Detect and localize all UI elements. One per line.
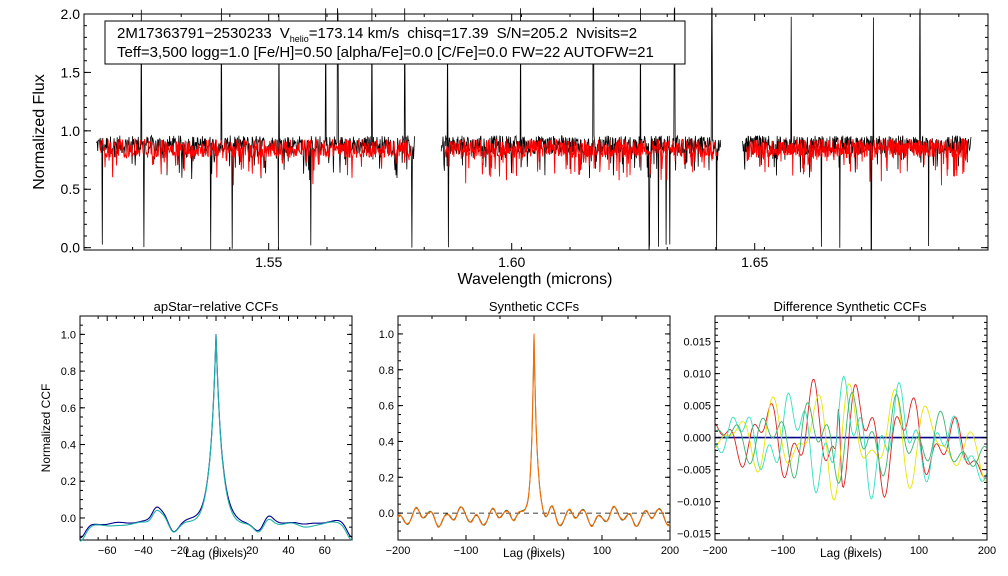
xtick-label: 1.55: [255, 254, 282, 270]
xtick-label: 40: [282, 545, 294, 557]
ccf-difference-diff-cyan: [714, 375, 987, 500]
ccf-apstar-lines: [79, 334, 353, 542]
ytick-label: 0.000: [683, 433, 711, 445]
xtick-label: −20: [170, 545, 189, 557]
ccf-synthetic-ticks: −200 −100 0 100 200 0.0 0.2 0.4 0.6 0.8 1.0: [379, 316, 679, 557]
xtick-label: −200: [703, 545, 728, 557]
annotation-box: [104, 20, 686, 65]
ccf-difference-panel: Difference Synthetic CCFs −200 −100 0 100 20…: [677, 299, 996, 560]
xtick-label: 1.60: [498, 254, 525, 270]
xtick-label: −100: [454, 545, 479, 557]
ccf-apstar-panel: apStar−relative CCFs −60 −40 −20 0 20 40 60 0.0…: [39, 299, 353, 560]
ccf-apstar-ticks: −60 −40 −20 0 20 40 60 0.0 0.2 0.4 0.6 0.8 1.0: [61, 316, 353, 557]
xtick-label: 200: [978, 545, 996, 557]
ytick-label: 0.6: [61, 403, 76, 415]
ytick-label: 0.0: [379, 508, 394, 520]
spectrum-frame: [83, 13, 989, 251]
vhelio-subscript: helio: [290, 34, 309, 44]
xtick-label: −40: [134, 545, 153, 557]
ytick-label: 0.4: [379, 436, 394, 448]
ytick-label: 0.005: [683, 401, 711, 413]
chisq-label: chisq=17.39: [407, 25, 488, 42]
spectrum-ticks: 1.55 1.60 1.65 0.0 0.5 1.0 1.5 2.0: [61, 6, 988, 270]
ytick-label: 0.8: [379, 365, 394, 377]
xtick-label: 20: [246, 545, 258, 557]
xtick-label: 200: [661, 545, 679, 557]
ytick-label: 0.8: [61, 366, 76, 378]
ccf-synthetic-ccf-2: [397, 333, 671, 528]
ytick-label: 1.0: [61, 329, 76, 341]
ccf-synthetic-title: Synthetic CCFs: [489, 299, 580, 314]
ccf-apstar-ylabel: Normalized CCF: [39, 384, 53, 473]
ccf-apstar-xlabel: Lag (pixels): [185, 546, 247, 560]
spectrum-ylabel: Normalized Flux: [31, 74, 48, 190]
vhelio-value: =173.14 km/s: [309, 25, 399, 42]
star-id: 2M17363791−2530233: [117, 25, 272, 42]
ytick-label: 1.5: [61, 64, 81, 80]
ytick-label: 1.0: [379, 329, 394, 341]
spectrum-panel: 1.55 1.60 1.65 0.0 0.5 1.0 1.5 2.0 2M17363791−2…: [31, 6, 989, 288]
ccf-apstar-ccf-2: [80, 334, 353, 542]
xtick-label: 60: [319, 545, 331, 557]
ytick-label: 0.0: [61, 513, 76, 525]
annotation-line1: 2M17363791−2530233 Vhelio=173.14 km/s chis…: [117, 25, 637, 44]
ccf-difference-lines: [714, 375, 987, 501]
ccf-difference-diff-red: [714, 378, 987, 498]
ccf-apstar-ccf-1: [79, 334, 353, 539]
ccf-synthetic-lines: [397, 333, 671, 528]
xtick-label: 0: [848, 545, 854, 557]
spectrum-xlabel: Wavelength (microns): [457, 271, 612, 288]
ytick-label: 0.6: [379, 401, 394, 413]
spectrum-series-best-fit-model: [444, 138, 718, 184]
ytick-label: 2.0: [61, 6, 81, 22]
ytick-label: −0.005: [677, 465, 711, 477]
ccf-difference-ticks: −200 −100 0 100 200 −0.015 −0.010 −0.005 0.000 0.…: [677, 315, 996, 557]
ytick-label: 0.5: [61, 181, 81, 197]
ccf-difference-diff-yellow: [714, 383, 987, 501]
ytick-label: 0.010: [683, 369, 711, 381]
spectrum-series-best-fit-model: [745, 138, 968, 186]
xtick-label: −60: [98, 545, 117, 557]
ccf-difference-xlabel: Lag (pixels): [820, 546, 882, 560]
ccf-synthetic-xlabel: Lag (pixels): [503, 546, 565, 560]
ytick-label: 0.4: [61, 440, 76, 452]
ytick-label: 0.2: [379, 472, 394, 484]
snr-label: S/N=205.2: [497, 25, 568, 42]
xtick-label: 100: [910, 545, 928, 557]
xtick-label: −200: [386, 545, 411, 557]
nvisits-label: Nvisits=2: [576, 25, 637, 42]
spectrum-series-best-fit-model: [99, 137, 412, 186]
ytick-label: −0.015: [677, 529, 711, 541]
xtick-label: −100: [771, 545, 796, 557]
ccf-difference-title: Difference Synthetic CCFs: [774, 299, 927, 314]
ccf-synthetic-panel: Synthetic CCFs −200 −100 0 100 200 0.0 0.2 0.4 0…: [379, 299, 679, 560]
xtick-label: 0: [531, 545, 537, 557]
ytick-label: 1.0: [61, 123, 81, 139]
ccf-difference-diff-green: [714, 392, 987, 485]
ccf-apstar-title: apStar−relative CCFs: [154, 299, 279, 314]
xtick-label: 1.65: [741, 254, 768, 270]
ytick-label: −0.010: [677, 497, 711, 509]
vhelio-prefix: V: [280, 25, 290, 42]
ytick-label: 0.0: [61, 240, 81, 256]
xtick-label: 0: [213, 545, 219, 557]
spectrum-series-observed: [742, 8, 972, 250]
ytick-label: 0.2: [61, 476, 76, 488]
annotation-line2: Teff=3,500 logg=1.0 [Fe/H]=0.50 [alpha/F…: [117, 44, 654, 61]
xtick-label: 100: [593, 545, 611, 557]
ytick-label: 0.015: [683, 337, 711, 349]
